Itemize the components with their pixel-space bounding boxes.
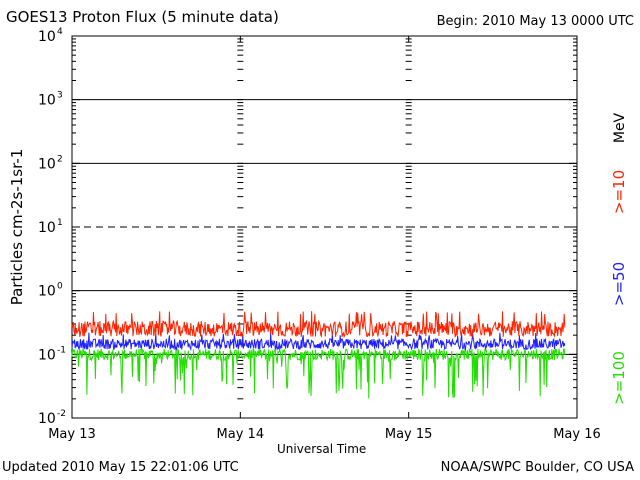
y-tick-label: 10 -1 [38,345,66,363]
x-tick-label: May 15 [385,427,433,442]
begin-time: Begin: 2010 May 13 0000 UTC [436,14,634,29]
y-tick-base: 10 [38,156,56,172]
legend-entry: >=50 [610,262,628,306]
y-tick-base: 10 [38,411,56,427]
x-axis-label: Universal Time [277,442,367,456]
y-tick-label: 10 1 [38,218,63,236]
series-layer [71,311,566,399]
y-tick-base: 10 [38,29,56,45]
y-tick-exponent: 1 [57,218,63,228]
x-tick-labels: May 13 May 14 May 15 May 16 [48,427,601,442]
legend-entry: >=100 [610,351,628,405]
y-tick-base: 10 [38,284,56,300]
legend-entry: >=10 [610,170,628,214]
series-line-ge50 [71,332,566,352]
y-tick-exponent: 0 [57,282,63,292]
credit-text: NOAA/SWPC Boulder, CO USA [440,460,634,475]
y-tick-base: 10 [38,220,56,236]
y-tick-exponent: -2 [57,409,66,419]
x-tick-label: May 13 [48,427,96,442]
y-axis-label-text: Particles cm-2s-1sr-1 [8,149,26,306]
reference-lines [72,99,577,355]
series-line-ge10 [71,311,566,339]
x-tick-label: May 16 [553,427,601,442]
y-tick-label: 10 3 [38,91,63,109]
legend-unit: MeV [612,112,628,143]
series-line-ge100 [71,347,566,399]
y-tick-label: 10 0 [38,282,63,300]
legend: >=10 >=50 >=100 MeV [610,112,628,404]
y-tick-exponent: 4 [57,27,63,37]
y-tick-exponent: 3 [57,91,63,101]
y-tick-label: 10 4 [38,27,63,45]
y-axis-label: Particles cm-2s-1sr-1 [8,149,26,306]
y-tick-exponent: -1 [57,345,66,355]
y-tick-label: 10 2 [38,154,63,172]
y-tick-marks [72,35,577,419]
y-tick-base: 10 [38,347,56,363]
chart-title: GOES13 Proton Flux (5 minute data) [6,8,279,26]
y-tick-base: 10 [38,93,56,109]
y-tick-exponent: 2 [57,154,63,164]
x-tick-label: May 14 [217,427,265,442]
updated-timestamp: Updated 2010 May 15 22:01:06 UTC [2,460,239,475]
y-tick-label: 10 -2 [38,409,66,427]
